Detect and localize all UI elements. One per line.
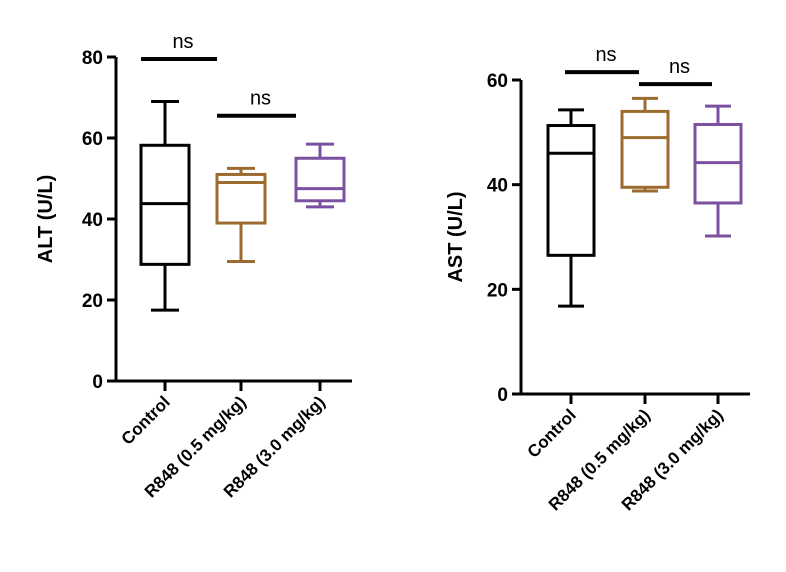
y-tick-label: 0 [92,372,103,393]
box-iqr [294,156,346,203]
y-tick-label: 0 [497,385,508,406]
y-tick-label: 80 [82,48,103,69]
x-category-label: Control [118,392,174,448]
significance-label: ns [250,88,271,110]
y-tick-label: 40 [487,176,508,197]
box-iqr [215,172,267,225]
significance-label: ns [172,31,193,53]
y-tick-label: 40 [82,210,103,231]
significance-label: ns [669,56,690,78]
y-tick-label: 20 [82,291,103,312]
y-tick-label: 20 [487,280,508,301]
x-category-label: Control [524,405,580,461]
box-iqr [546,124,596,257]
significance-label: ns [595,44,616,66]
y-tick-label: 60 [82,129,103,150]
box-iqr [620,109,670,189]
y-axis-title: AST (U/L) [445,191,467,282]
y-tick-label: 60 [487,71,508,92]
y-axis-title: ALT (U/L) [35,175,57,264]
